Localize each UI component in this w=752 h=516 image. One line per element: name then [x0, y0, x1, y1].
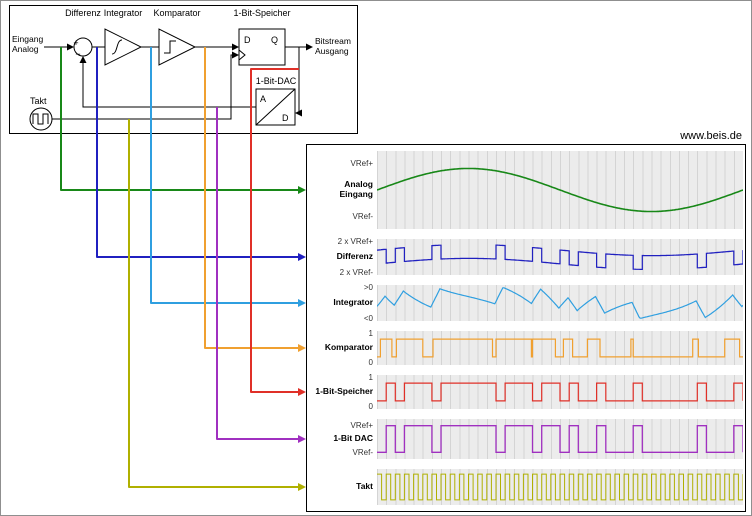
plot-integrator	[377, 285, 743, 321]
trace-dac	[377, 425, 743, 453]
plot-takt	[377, 469, 743, 505]
waveform-row-integrator: >0 Integrator <0	[307, 283, 744, 323]
komparator-label: Komparator	[153, 8, 201, 18]
differenz-label: Differenz	[65, 8, 101, 18]
axis-label-top: 2 x VRef+	[337, 237, 373, 246]
waveform-row-differenz: 2 x VRef+ Differenz 2 x VRef-	[307, 237, 744, 277]
trace-komparator	[377, 338, 743, 358]
axis-label-top: VRef+	[350, 421, 373, 430]
integrator-label: Integrator	[103, 8, 143, 18]
trace-name-speicher: 1-Bit-Speicher	[315, 386, 373, 397]
trace-differenz	[377, 244, 743, 270]
axis-label-top: >0	[363, 283, 373, 292]
trace-name-analog: Analog Eingang	[339, 179, 373, 199]
axis-label-bottom: VRef-	[352, 212, 373, 221]
trace-speicher	[377, 382, 743, 402]
waveform-row-analog: VRef+ Analog Eingang VRef-	[307, 151, 744, 229]
trace-name-integrator: Integrator	[333, 297, 373, 308]
waveform-row-komparator: 1 Komparator 0	[307, 329, 744, 367]
axis-label-top: 1	[368, 329, 373, 338]
wire-arrowheads	[298, 186, 306, 491]
axis-label-bottom: 0	[368, 402, 373, 411]
trace-name-takt: Takt	[356, 481, 373, 492]
block-diagram-box	[9, 5, 358, 134]
axis-label-bottom: VRef-	[352, 448, 373, 457]
trace-name-differenz: Differenz	[336, 251, 373, 262]
axis-label-top: 1	[368, 373, 373, 382]
plot-komparator	[377, 331, 743, 365]
plot-analog	[377, 151, 743, 229]
plot-speicher	[377, 375, 743, 409]
trace-integrator	[377, 287, 743, 319]
trace-analog	[377, 167, 743, 213]
input-label: Eingang Analog	[12, 34, 44, 54]
takt-label: Takt	[30, 96, 47, 106]
speicher-label: 1-Bit-Speicher	[233, 8, 291, 18]
trace-takt	[377, 473, 743, 501]
output-label: Bitstream Ausgang	[315, 36, 351, 56]
waveform-row-takt: Takt	[307, 469, 744, 505]
axis-label-top: VRef+	[350, 159, 373, 168]
waveform-row-dac: VRef+ 1-Bit DAC VRef-	[307, 419, 744, 459]
wire-dac	[216, 107, 298, 440]
trace-name-komparator: Komparator	[324, 342, 373, 353]
axis-label-bottom: 0	[368, 358, 373, 367]
plot-dac	[377, 419, 743, 459]
website-text: www.beis.de	[680, 130, 742, 142]
axis-label-bottom: 2 x VRef-	[339, 268, 373, 277]
wire-takt	[128, 119, 298, 488]
trace-name-dac: 1-Bit DAC	[333, 433, 373, 444]
waveform-row-speicher: 1 1-Bit-Speicher 0	[307, 373, 744, 411]
axis-label-bottom: <0	[363, 314, 373, 323]
plot-differenz	[377, 239, 743, 275]
dac-label: 1-Bit-DAC	[255, 76, 297, 86]
